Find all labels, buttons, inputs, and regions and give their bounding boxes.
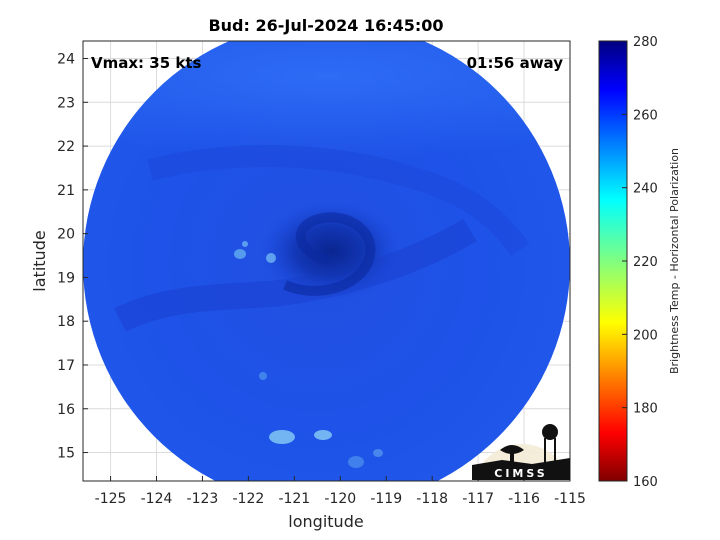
x-tick-label: -115 [554,491,586,507]
y-tick-label: 15 [57,446,75,462]
x-tick-label: -122 [233,491,265,507]
cool-spot [348,456,364,468]
microwave-swath [83,41,570,481]
storm-core [261,201,402,302]
colorbar-ticks: 280 260 240 220 200 180 160 [622,35,658,490]
axes-frame [82,40,571,482]
colorbar-tick-label: 200 [633,328,658,343]
x-tick-label: -118 [416,491,448,507]
logo-tower-leg [544,438,546,466]
time-away-label: 01:56 away [467,54,564,72]
colorbar-tick-label: 220 [633,255,658,270]
colorbar-tick-label: 180 [633,402,658,417]
logo-tower-leg [554,438,556,466]
cool-spot [234,249,246,259]
x-axis-label: longitude [288,512,363,531]
vmax-label: Vmax: 35 kts [91,54,201,72]
x-tick-label: -123 [187,491,219,507]
cool-spot [242,241,248,247]
x-tick-label: -120 [324,491,356,507]
cool-spot [266,253,276,263]
core-spiral [283,212,376,296]
cool-spot [259,372,267,380]
x-tick-label: -121 [278,491,310,507]
logo-text: CIMSS [494,467,547,480]
y-tick-label: 20 [57,227,75,243]
logo-satellite-dish [500,445,524,454]
cool-spot [373,449,383,457]
colorbar-tick-label: 260 [633,108,658,123]
y-tick-label: 18 [57,314,75,330]
x-tick-label: -117 [462,491,494,507]
x-tick-label: -119 [370,491,402,507]
x-tick-label: -125 [95,491,127,507]
logo-banner [472,466,570,480]
cimss-logo: CIMSS [472,424,570,480]
y-tick-label: 17 [57,358,75,374]
y-tick-label: 21 [57,183,75,199]
x-tick-label: -116 [508,491,540,507]
colorbar-label: Brightness Temp - Horizontal Polarizatio… [668,148,681,374]
logo-dish-stand [510,452,514,466]
cool-spot [314,430,332,440]
logo-water-tower [542,424,558,440]
y-tick-label: 19 [57,270,75,286]
colorbar-tick-label: 280 [633,35,658,50]
colorbar-tick-label: 160 [633,475,658,490]
x-axis-ticks: -125 -124 -123 -122 -121 -120 -119 -118 -117 -116… [95,476,586,507]
y-axis-label: latitude [30,230,49,291]
y-tick-label: 23 [57,95,75,111]
y-axis-ticks: 15 16 17 18 19 20 21 22 23 24 [57,52,88,462]
spiral-band-outer [147,145,530,257]
y-tick-label: 24 [57,52,75,68]
x-tick-label: -124 [141,491,173,507]
colorbar-tick-label: 240 [633,182,658,197]
y-tick-label: 22 [57,139,75,155]
cool-spot [269,430,295,444]
plot-title: Bud: 26-Jul-2024 16:45:00 [208,16,443,35]
y-tick-label: 16 [57,402,75,418]
